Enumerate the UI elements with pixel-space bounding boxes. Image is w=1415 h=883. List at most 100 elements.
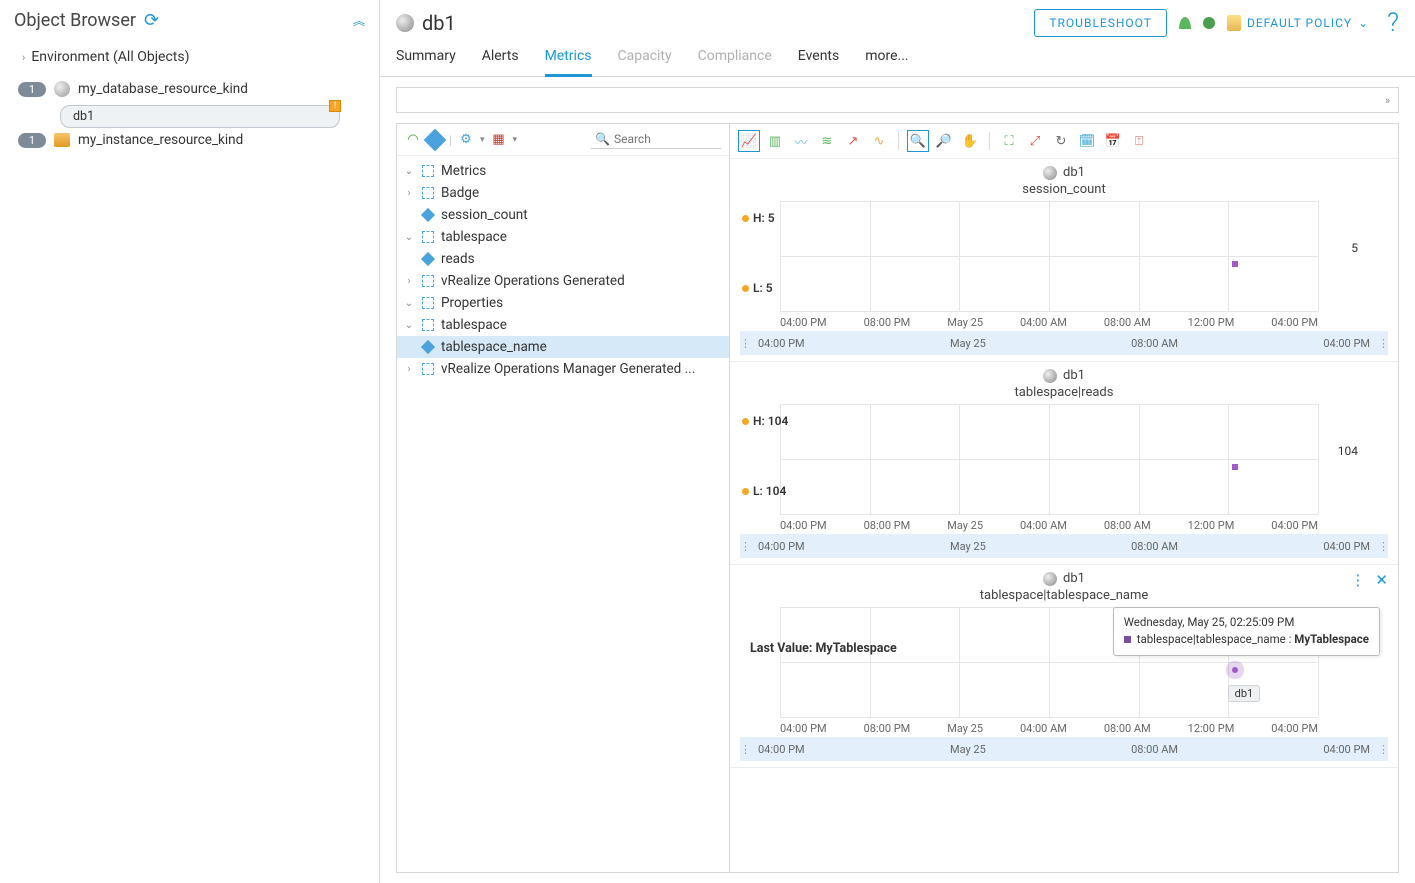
tab-events[interactable]: Events — [798, 48, 839, 76]
scrub-tick-label: 04:00 PM — [758, 743, 805, 756]
time-scrubber[interactable]: ⋮04:00 PMMay 2508:00 AM04:00 PM⋮ — [740, 331, 1388, 355]
sidebar-kind-row[interactable]: 1my_database_resource_kind — [18, 77, 369, 101]
scrub-right-handle-icon[interactable]: ⋮ — [1378, 337, 1388, 350]
x-tick-label: 04:00 PM — [780, 722, 827, 735]
metrics-tree-node[interactable]: ⌄Properties — [397, 292, 729, 314]
chart-bar-icon[interactable]: ▥ — [764, 130, 786, 152]
tree-node-label: session_count — [441, 207, 528, 223]
warning-badge-icon: ! — [329, 100, 341, 112]
metrics-tree-node[interactable]: session_count — [397, 204, 729, 226]
settings-gear-icon[interactable]: ⚙ — [458, 132, 474, 148]
health-badge-icon[interactable] — [1179, 17, 1191, 29]
y-value-label: 5 — [1351, 241, 1358, 255]
tab-compliance: Compliance — [698, 48, 772, 76]
scrub-tick-label: May 25 — [950, 540, 986, 553]
count-badge: 1 — [18, 82, 46, 97]
scrub-left-handle-icon[interactable]: ⋮ — [740, 743, 750, 756]
series-chip[interactable]: db1 — [1228, 685, 1261, 702]
chart-trend-up-icon[interactable]: ↗ — [842, 130, 864, 152]
tab-metrics[interactable]: Metrics — [545, 48, 592, 77]
scrub-tick-label: May 25 — [950, 337, 986, 350]
tab-more[interactable]: more... — [865, 48, 908, 76]
metrics-search[interactable]: 🔍 — [591, 130, 721, 149]
collapse-sidebar-icon[interactable]: ︽ — [353, 12, 365, 29]
refresh-chart-icon[interactable]: ↻ — [1050, 130, 1072, 152]
sidebar-child-node[interactable]: db1! — [60, 105, 369, 128]
x-tick-label: 12:00 PM — [1188, 519, 1235, 532]
x-tick-label: 04:00 PM — [1271, 316, 1318, 329]
hand-pan-icon[interactable]: ✋ — [959, 130, 981, 152]
metrics-tree-node[interactable]: ›vRealize Operations Generated — [397, 270, 729, 292]
zoom-select-icon[interactable]: 🔍 — [907, 130, 929, 152]
time-scrubber[interactable]: ⋮04:00 PMMay 2508:00 AM04:00 PM⋮ — [740, 534, 1388, 558]
chart-close-icon[interactable]: ✕ — [1375, 571, 1388, 589]
tree-node-label: Badge — [441, 185, 479, 201]
scrub-tick-label: 04:00 PM — [758, 540, 805, 553]
chart-area[interactable]: H: 104L: 10410404:00 PM08:00 PMMay 2504:… — [740, 404, 1388, 534]
metrics-tree-node[interactable]: tablespace_name — [397, 336, 729, 358]
chart-menu-icon[interactable]: ⋮ — [1350, 571, 1365, 589]
filter-icon[interactable]: ▦ — [490, 132, 506, 148]
troubleshoot-button[interactable]: TROUBLESHOOT — [1034, 9, 1167, 37]
chart-line-icon[interactable]: 📈 — [738, 130, 760, 152]
zoom-out-icon[interactable]: 🔎 — [933, 130, 955, 152]
help-icon[interactable]: ? — [1387, 8, 1399, 38]
chart-area[interactable]: Last Value: MyTablespacedb104:00 PM08:00… — [740, 607, 1388, 737]
reset-zoom-icon[interactable]: ⤢ — [1024, 130, 1046, 152]
calendar-icon[interactable]: 📅 — [1102, 130, 1124, 152]
sidebar-kind-row[interactable]: 1my_instance_resource_kind — [18, 128, 369, 152]
chart-object-name: db1 — [1063, 368, 1085, 383]
expand-chevrons-icon[interactable]: » — [1385, 94, 1390, 107]
scrub-left-handle-icon[interactable]: ⋮ — [740, 540, 750, 553]
refresh-icon[interactable]: ⟳ — [144, 10, 159, 31]
sidebar-header: Object Browser ⟳ ︽ — [0, 0, 379, 41]
x-tick-label: 08:00 PM — [864, 316, 911, 329]
tree-node-label: tablespace_name — [441, 339, 547, 355]
show-properties-icon[interactable]: ◆ — [424, 128, 447, 151]
status-badge-icon[interactable] — [1203, 17, 1215, 29]
metrics-tree-node[interactable]: ›Badge — [397, 182, 729, 204]
tab-summary[interactable]: Summary — [396, 48, 456, 76]
chart-controls: ⋮✕ — [1350, 571, 1388, 589]
metrics-search-input[interactable] — [614, 132, 717, 146]
data-point[interactable] — [1232, 464, 1238, 470]
metrics-tree-node[interactable]: reads — [397, 248, 729, 270]
chart-grid — [780, 404, 1318, 514]
scrub-left-handle-icon[interactable]: ⋮ — [740, 337, 750, 350]
policy-dropdown[interactable]: DEFAULT POLICY ⌄ — [1227, 15, 1369, 31]
chevron-down-icon: ⌄ — [1358, 16, 1369, 30]
chart-area-icon[interactable]: 〰 — [790, 130, 812, 152]
charts-container: db1session_countH: 5L: 5504:00 PM08:00 P… — [730, 159, 1398, 768]
chart-tooltip: Wednesday, May 25, 02:25:09 PMtablespace… — [1113, 607, 1380, 656]
chart-area[interactable]: H: 5L: 5504:00 PM08:00 PMMay 2504:00 AM0… — [740, 201, 1388, 331]
date-range-icon[interactable]: 🗓 — [1076, 130, 1098, 152]
metrics-tree-node[interactable]: ⌄tablespace — [397, 226, 729, 248]
scrub-tick-label: May 25 — [950, 743, 986, 756]
metrics-tree-node[interactable]: ⌄tablespace — [397, 314, 729, 336]
x-tick-label: 04:00 PM — [780, 519, 827, 532]
scrub-right-handle-icon[interactable]: ⋮ — [1378, 540, 1388, 553]
tab-alerts[interactable]: Alerts — [482, 48, 519, 76]
x-tick-label: 08:00 AM — [1104, 316, 1151, 329]
data-point[interactable] — [1232, 261, 1238, 267]
scrub-right-handle-icon[interactable]: ⋮ — [1378, 743, 1388, 756]
tree-node-label: Properties — [441, 295, 503, 311]
scrub-tick-label: 04:00 PM — [1323, 337, 1370, 350]
show-metrics-icon[interactable]: ◠ — [405, 132, 421, 148]
breadcrumb-bar[interactable]: » — [396, 87, 1399, 113]
tooltip-metric: tablespace|tablespace_name : MyTablespac… — [1137, 631, 1369, 648]
metrics-tree-node[interactable]: ⌄Metrics — [397, 160, 729, 182]
chart-trend-icon[interactable]: ∿ — [868, 130, 890, 152]
metrics-tree-node[interactable]: ›vRealize Operations Manager Generated .… — [397, 358, 729, 380]
chart-stacked-icon[interactable]: ≋ — [816, 130, 838, 152]
x-tick-label: 12:00 PM — [1188, 722, 1235, 735]
tree-node-label: Metrics — [441, 163, 486, 179]
export-icon[interactable]: ⍐ — [1128, 130, 1150, 152]
data-point[interactable] — [1232, 667, 1238, 673]
group-icon — [421, 318, 435, 332]
chart-grid — [780, 201, 1318, 311]
scrub-tick-label: 08:00 AM — [1131, 743, 1178, 756]
time-scrubber[interactable]: ⋮04:00 PMMay 2508:00 AM04:00 PM⋮ — [740, 737, 1388, 761]
fit-icon[interactable]: ⛶ — [998, 130, 1020, 152]
environment-row[interactable]: › Environment (All Objects) — [0, 41, 379, 73]
